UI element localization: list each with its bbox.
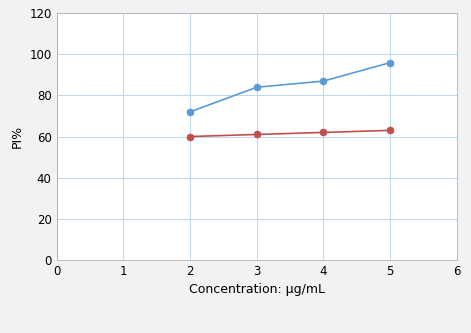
X-axis label: Concentration: µg/mL: Concentration: µg/mL: [189, 283, 325, 296]
Line: IPEthABTS: IPEthABTS: [187, 59, 394, 115]
IPEthABTS: [254, 85, 260, 89]
IPEthABTS: [387, 61, 393, 65]
IPEAqABTS: [187, 135, 193, 139]
IPEAqABTS: [254, 133, 260, 137]
Line: IPEAqABTS: IPEAqABTS: [187, 127, 394, 140]
IPEAqABTS: [321, 131, 326, 135]
IPEthABTS: [187, 110, 193, 114]
IPEthABTS: [321, 79, 326, 83]
IPEAqABTS: [387, 129, 393, 133]
Y-axis label: PI%: PI%: [11, 125, 24, 148]
